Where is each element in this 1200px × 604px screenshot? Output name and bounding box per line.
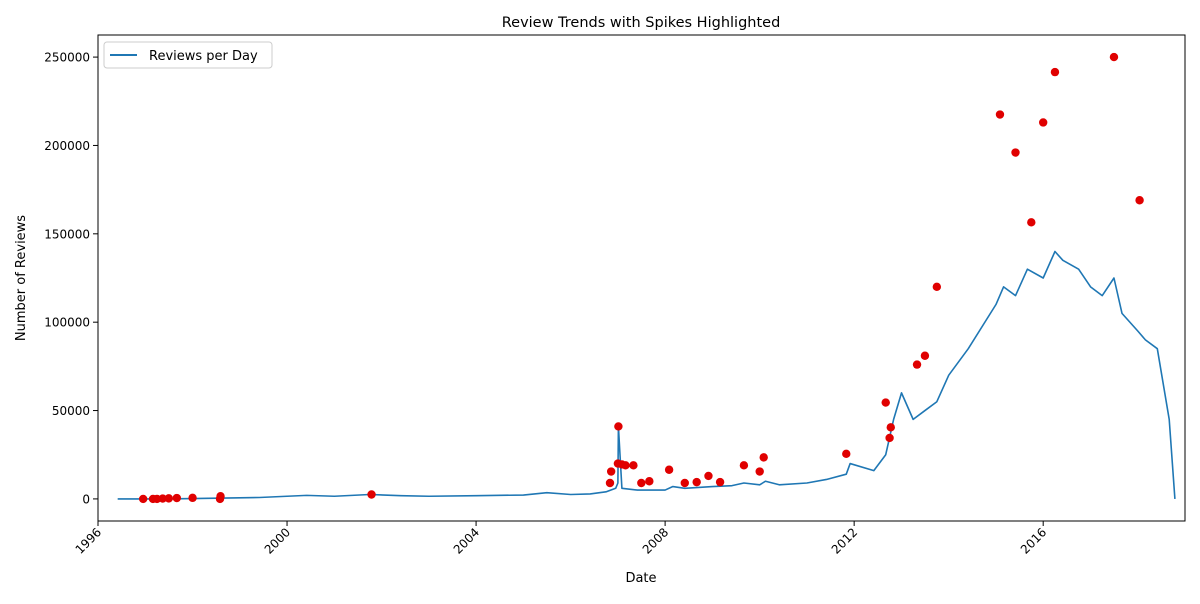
plot-frame (97, 34, 1186, 522)
x-tick-label: 2000 (262, 525, 293, 556)
spike-point (755, 467, 764, 476)
spike-point (759, 453, 768, 462)
x-tick-label: 2016 (1018, 525, 1049, 556)
spike-point (629, 461, 638, 470)
y-tick-label: 100000 (44, 316, 90, 330)
y-tick-label: 150000 (44, 227, 90, 241)
spike-point (1050, 67, 1060, 77)
spike-point (1135, 196, 1144, 205)
y-tick-label: 50000 (52, 404, 90, 418)
series-line-reviews-per-day (117, 250, 1176, 500)
axes: 1996 2000 2004 2008 2012 2016 0 50000 100000 1500… (44, 34, 1186, 557)
spike-point (637, 478, 646, 488)
spike-point (614, 422, 623, 431)
spike-point (645, 477, 654, 486)
spike-point (172, 493, 181, 503)
y-tick-label: 250000 (44, 51, 90, 65)
spike-point (188, 493, 197, 503)
y-axis-label: Number of Reviews (14, 215, 29, 341)
x-tick-label: 2008 (640, 525, 671, 556)
spike-point (367, 490, 376, 499)
spike-point (216, 492, 225, 501)
spike-point (664, 465, 674, 474)
y-tick-label: 200000 (44, 139, 90, 153)
legend-label: Reviews per Day (149, 49, 258, 64)
chart-title: Review Trends with Spikes Highlighted (502, 15, 781, 31)
spike-point (1038, 118, 1048, 127)
spike-point (1027, 218, 1036, 227)
spike-point (739, 461, 749, 470)
spike-point (920, 351, 930, 360)
spike-point (995, 110, 1005, 119)
legend-box (103, 41, 273, 69)
spike-point (621, 461, 630, 470)
spike-point (680, 478, 689, 488)
spike-point (704, 471, 713, 481)
spike-point (164, 494, 173, 503)
plot-area (117, 52, 1176, 504)
spike-point (606, 467, 616, 476)
spike-point (842, 449, 851, 459)
spike-point (1011, 148, 1020, 157)
x-tick-label: 2004 (451, 525, 482, 556)
spike-point (881, 398, 890, 407)
spike-point (138, 494, 148, 504)
x-tick-label: 1996 (73, 525, 104, 556)
y-tick-label: 0 (82, 492, 90, 506)
spike-point (605, 478, 615, 488)
spike-point (158, 494, 167, 503)
spike-point (886, 423, 895, 432)
spike-point (885, 433, 894, 443)
spike-point (932, 282, 942, 292)
spike-point (715, 477, 725, 487)
spike-point (692, 477, 701, 487)
x-axis-label: Date (625, 571, 656, 586)
x-tick-label: 2012 (829, 525, 860, 556)
legend: Reviews per Day (103, 41, 273, 69)
spike-point (1109, 52, 1119, 62)
spike-point (912, 360, 922, 369)
